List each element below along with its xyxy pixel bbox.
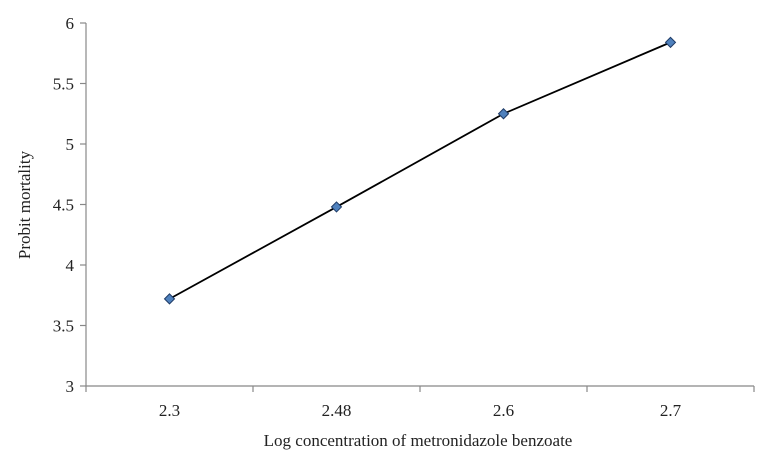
data-point-marker — [330, 201, 343, 213]
data-point-marker — [664, 36, 677, 49]
y-tick-label: 4 — [66, 256, 75, 275]
x-axis: 2.3 2.48 2.6 2.7 — [85, 385, 755, 420]
y-tick-label: 5.5 — [53, 75, 74, 94]
x-tick-label: 2.48 — [322, 401, 352, 420]
y-tick-label: 3.5 — [53, 317, 74, 336]
data-point-marker — [163, 293, 176, 305]
x-tick-label: 2.6 — [493, 401, 514, 420]
x-tick-label: 2.7 — [660, 401, 682, 420]
y-axis: 3 3.5 4 4.5 5 5.5 6 — [53, 14, 87, 396]
x-tick-label: 2.3 — [159, 401, 180, 420]
series-plot — [163, 36, 677, 305]
y-tick-label: 6 — [66, 14, 75, 33]
x-axis-title: Log concentration of metronidazole benzo… — [264, 431, 573, 450]
series-line — [169, 41, 671, 300]
data-point-marker — [497, 108, 510, 120]
y-tick-label: 4.5 — [53, 196, 74, 215]
y-tick-label: 5 — [66, 135, 75, 154]
y-tick-label: 3 — [66, 377, 75, 396]
y-axis-title: Probit mortality — [15, 150, 34, 259]
